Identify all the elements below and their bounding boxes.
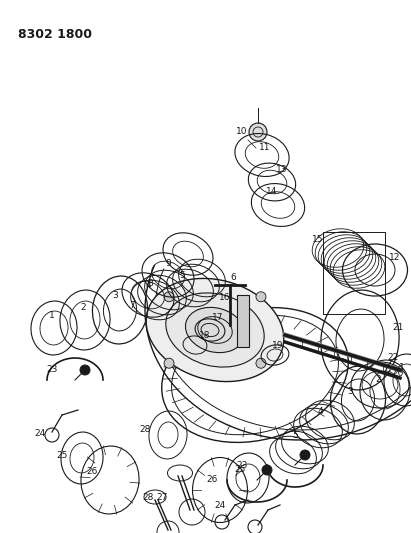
Circle shape xyxy=(164,358,174,368)
Text: 1: 1 xyxy=(399,364,405,373)
Text: 26: 26 xyxy=(206,475,218,484)
Text: 15: 15 xyxy=(312,236,324,245)
Text: 22: 22 xyxy=(388,352,399,361)
Text: 6: 6 xyxy=(230,272,236,281)
Text: 12: 12 xyxy=(389,254,401,262)
Circle shape xyxy=(80,365,90,375)
Text: 11: 11 xyxy=(259,143,271,152)
Circle shape xyxy=(164,292,174,302)
Text: 25: 25 xyxy=(234,465,246,474)
Text: 24: 24 xyxy=(35,429,46,438)
Text: 2: 2 xyxy=(375,376,381,384)
Circle shape xyxy=(256,358,266,368)
Circle shape xyxy=(249,123,267,141)
Circle shape xyxy=(300,450,310,460)
Text: 13: 13 xyxy=(276,166,288,174)
Text: 28: 28 xyxy=(139,425,151,434)
Text: 27: 27 xyxy=(156,492,168,502)
Text: 5: 5 xyxy=(292,431,298,440)
Circle shape xyxy=(262,465,272,475)
Text: 7: 7 xyxy=(129,301,135,310)
Text: 3: 3 xyxy=(347,387,353,397)
Text: 23: 23 xyxy=(46,366,58,375)
Text: 8: 8 xyxy=(147,279,153,287)
Text: 10: 10 xyxy=(236,127,248,136)
Text: 21: 21 xyxy=(393,324,404,333)
Text: 20: 20 xyxy=(393,368,404,377)
Text: 16: 16 xyxy=(219,294,231,303)
Text: 17: 17 xyxy=(212,313,224,322)
Text: 4: 4 xyxy=(317,408,323,416)
Text: 2: 2 xyxy=(80,303,86,311)
Text: 25: 25 xyxy=(56,450,68,459)
Text: 26: 26 xyxy=(86,467,98,477)
Ellipse shape xyxy=(185,308,245,353)
Text: 19: 19 xyxy=(272,341,284,350)
Text: 23: 23 xyxy=(236,461,248,470)
Text: 8302 1800: 8302 1800 xyxy=(18,28,92,41)
Ellipse shape xyxy=(146,278,284,382)
Ellipse shape xyxy=(166,293,264,367)
Text: 1: 1 xyxy=(49,311,55,319)
Text: 18: 18 xyxy=(199,330,211,340)
Text: 24: 24 xyxy=(215,500,226,510)
Circle shape xyxy=(256,292,266,302)
Text: 3: 3 xyxy=(112,292,118,301)
Text: 5: 5 xyxy=(179,271,185,279)
FancyBboxPatch shape xyxy=(237,295,249,347)
Text: 14: 14 xyxy=(266,188,278,197)
Text: 9: 9 xyxy=(165,259,171,268)
Text: 4: 4 xyxy=(145,280,151,289)
Text: 28: 28 xyxy=(142,494,154,503)
